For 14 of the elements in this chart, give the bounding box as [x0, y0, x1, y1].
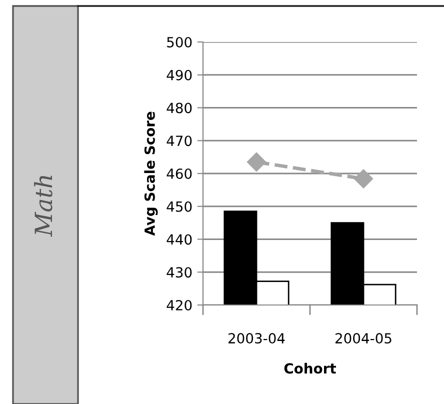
y-tick-label: 430 — [166, 267, 192, 278]
text: Math — [34, 176, 52, 237]
y-tick-label: 490 — [166, 70, 192, 80]
y-tick-label: 440 — [166, 234, 192, 245]
y-tick-label: 500 — [167, 36, 192, 48]
x-axis-title: Cohort — [284, 362, 336, 374]
x-tick-label: 2004-05 — [336, 333, 392, 344]
y-tick-label: 450 — [166, 201, 192, 212]
y-tick-label: 480 — [166, 102, 192, 114]
y-tick-label: 470 — [166, 136, 192, 146]
x-tick-label: 2003-04 — [228, 333, 285, 344]
y-tick-label: 420 — [166, 300, 192, 310]
y-axis-title: Avg Scale Score — [144, 112, 158, 236]
y-tick-label: 460 — [166, 168, 192, 179]
